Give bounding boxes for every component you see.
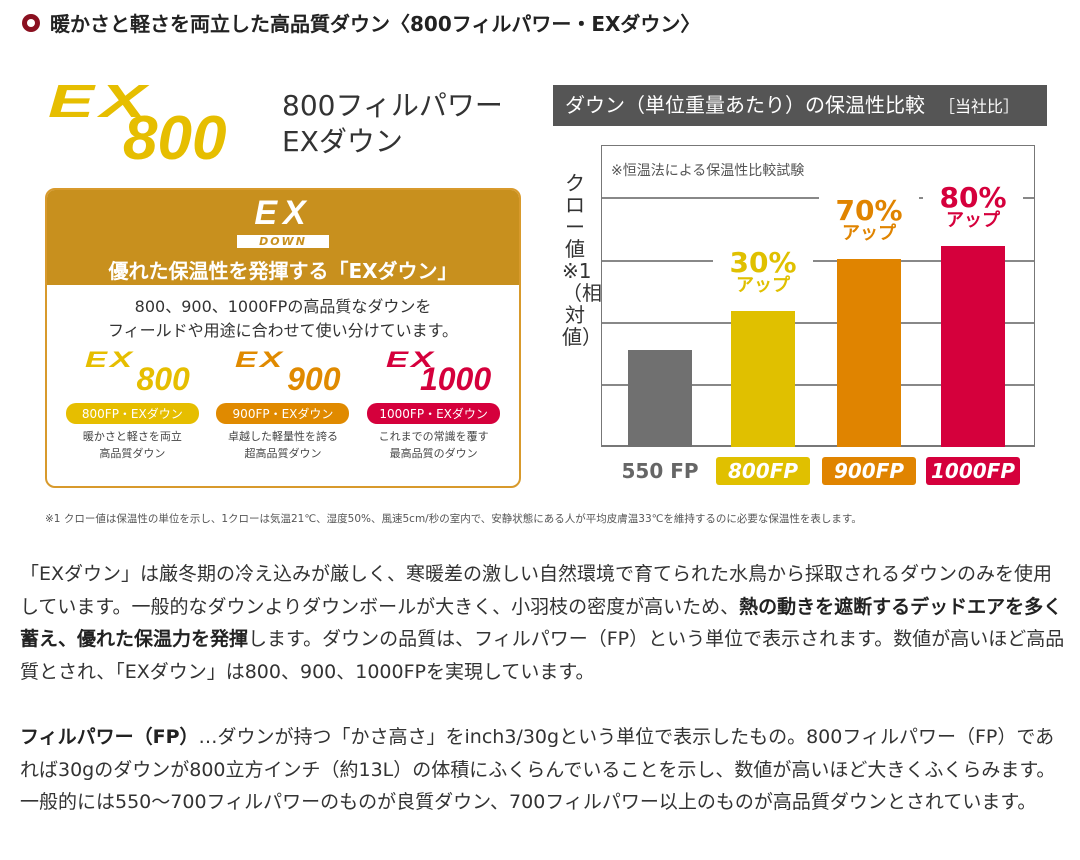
percent-label: 30%	[729, 245, 797, 279]
variant-logo: EX 900	[210, 349, 355, 399]
variant-logo-ex: EX	[386, 347, 437, 372]
chart-title-text: ダウン（単位重量あたり）の保温性比較	[565, 93, 925, 117]
variant-caption: 暖かさと軽さを両立 高品質ダウン	[60, 428, 205, 462]
desc-line: フィールドや用途に合わせて使い分けています。	[107, 321, 459, 340]
caption-line: 高品質ダウン	[99, 447, 166, 460]
chart-title: ダウン（単位重量あたり）の保温性比較 ［当社比］	[553, 85, 1047, 126]
product-name-line1: 800フィルパワー	[282, 89, 503, 122]
variant-caption: これまでの常識を覆す 最高品質のダウン	[361, 428, 506, 462]
data-label: 70% アップ	[819, 193, 919, 244]
bar-2	[837, 258, 901, 447]
variant-pill: 1000FP・EXダウン	[367, 403, 501, 424]
variant-logo-ex: EX	[235, 347, 286, 372]
ex800-logo: EX 800	[48, 78, 268, 173]
caption-line: 卓越した軽量性を誇る	[227, 430, 338, 443]
variant-900: EX 900 900FP・EXダウン 卓越した軽量性を誇る 超高品質ダウン	[210, 349, 355, 462]
variant-1000: EX 1000 1000FP・EXダウン これまでの常識を覆す 最高品質のダウン	[361, 349, 506, 462]
ex-down-logo-sub: DOWN	[237, 235, 329, 248]
logo-num: 800	[123, 104, 227, 173]
variant-pill: 800FP・EXダウン	[65, 403, 199, 424]
x-tick-label: 550 FP	[621, 459, 699, 483]
plot-area	[601, 145, 1035, 447]
gridline	[602, 260, 1034, 262]
ex-down-tagline: 優れた保温性を発揮する「EXダウン」	[108, 259, 458, 283]
footnote: ※1 クロー値は保温性の単位を示し、1クローは気温21℃、湿度50%、風速5cm…	[45, 513, 862, 525]
bar-3	[941, 245, 1005, 447]
gridline	[602, 384, 1034, 386]
data-label: 30% アップ	[713, 245, 813, 296]
up-label: アップ	[842, 222, 896, 244]
x-tick-label: 900FP	[822, 457, 916, 485]
chart-title-note: ［当社比］	[939, 97, 1020, 116]
bar-0	[628, 349, 692, 447]
y-axis-label: クロー値※1（相対値）	[562, 171, 602, 349]
section-title: 暖かさと軽さを両立した高品質ダウン〈800フィルパワー・EXダウン〉	[22, 8, 700, 37]
variant-800: EX 800 800FP・EXダウン 暖かさと軽さを両立 高品質ダウン	[60, 349, 205, 462]
text: 「EXダウン」は厳冬期の冷え込みが厳しく、寒暖差の激しい自然環境で育てられた水鳥…	[20, 563, 1053, 618]
data-label: 80% アップ	[923, 180, 1023, 231]
desc-line: 800、900、1000FPの高品質なダウンを	[134, 297, 432, 316]
logo-ex: EX	[48, 75, 153, 127]
x-tick-label: 1000FP	[926, 457, 1020, 485]
section-title-text: 暖かさと軽さを両立した高品質ダウン〈800フィルパワー・EXダウン〉	[50, 12, 701, 36]
ex-down-header: EX DOWN 優れた保温性を発揮する「EXダウン」	[47, 190, 519, 285]
chart-note: ※恒温法による保温性比較試験	[611, 163, 805, 179]
x-tick-label: 800FP	[716, 457, 810, 485]
term-definition: …ダウンが持つ「かさ高さ」をinch3/30gという単位で表示したもの。800フ…	[20, 726, 1056, 813]
body-paragraph-1: 「EXダウン」は厳冬期の冷え込みが厳しく、寒暖差の激しい自然環境で育てられた水鳥…	[20, 558, 1068, 688]
caption-line: 最高品質のダウン	[389, 447, 478, 460]
body-paragraph-2: フィルパワー（FP）…ダウンが持つ「かさ高さ」をinch3/30gという単位で表…	[20, 721, 1068, 819]
term-heading: フィルパワー（FP）	[20, 726, 199, 748]
product-name-line2: EXダウン	[282, 125, 403, 158]
variant-logo-num: 1000	[419, 361, 492, 397]
variant-logo: EX 1000	[361, 349, 506, 399]
bar-1	[731, 310, 795, 447]
caption-line: 暖かさと軽さを両立	[82, 430, 182, 443]
up-label: アップ	[736, 274, 790, 296]
variant-logo-ex: EX	[84, 347, 135, 372]
ex-down-description: 800、900、1000FPの高品質なダウンを フィールドや用途に合わせて使い分…	[47, 295, 519, 343]
ex-down-logo: EX	[254, 194, 312, 232]
gridline	[602, 197, 1034, 199]
variant-logo-num: 900	[287, 361, 341, 397]
variant-list: EX 800 800FP・EXダウン 暖かさと軽さを両立 高品質ダウン EX 900 9…	[47, 343, 519, 462]
variant-pill: 900FP・EXダウン	[216, 403, 350, 424]
variant-caption: 卓越した軽量性を誇る 超高品質ダウン	[210, 428, 355, 462]
gridline	[602, 322, 1034, 324]
variant-logo: EX 800	[60, 349, 205, 399]
variant-logo-num: 800	[136, 361, 190, 397]
product-name: 800フィルパワー EXダウン	[282, 88, 503, 160]
percent-label: 80%	[939, 180, 1007, 214]
caption-line: これまでの常識を覆す	[378, 430, 489, 443]
up-label: アップ	[946, 209, 1000, 231]
ex-down-box: EX DOWN 優れた保温性を発揮する「EXダウン」 800、900、1000F…	[45, 188, 521, 488]
bullet-icon	[22, 13, 40, 32]
text: します。ダウンの品質は、フィルパワー（FP）という単位で表示されます。数値が高い…	[20, 628, 1065, 683]
caption-line: 超高品質ダウン	[244, 447, 322, 460]
bold-text: 熱の動きを遮断するデッドエアを多く蓄え、優れた保温力を発揮	[20, 595, 1063, 651]
percent-label: 70%	[835, 193, 903, 227]
